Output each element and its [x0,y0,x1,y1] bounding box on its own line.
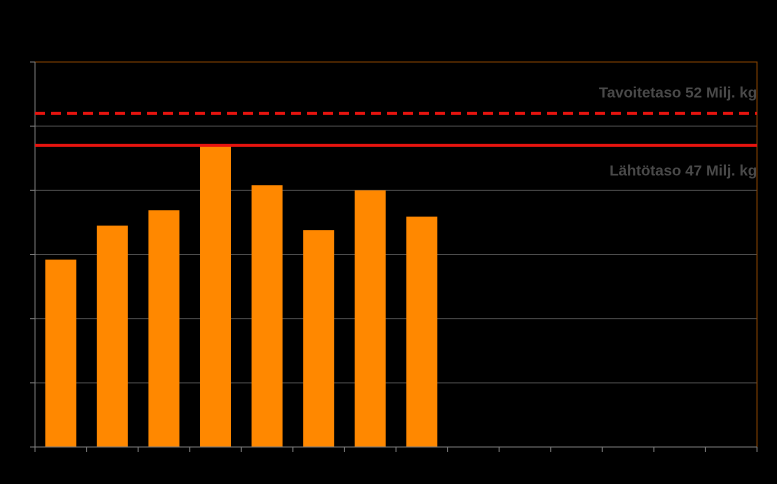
bar-series [45,145,438,448]
reference-lines [35,111,757,147]
bar [200,145,231,447]
reference-label-target: Tavoitetaso 52 Milj. kg [599,84,757,101]
axes [30,61,758,452]
bar [148,210,180,447]
reference-label-baseline: Lähtötaso 47 Milj. kg [609,162,757,179]
bar [354,190,386,448]
bar [45,259,77,447]
bar [96,225,128,447]
bar [251,185,283,447]
bar [303,230,335,447]
bar [406,216,438,447]
